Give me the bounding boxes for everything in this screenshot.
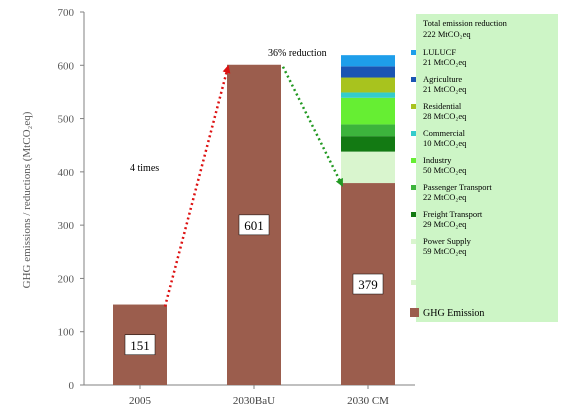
legend-label-residential: Residential [423,101,462,111]
legend-swatch-lulucf [411,50,416,55]
stack-segment-freight-transport [341,136,395,152]
legend-swatch-ghg-emission [410,308,419,317]
legend-label-industry: Industry [423,155,452,165]
annotation-reduction: 36% reduction [268,48,327,59]
legend-label-power-supply: Power Supply [423,236,472,246]
legend-label-freight-transport: Freight Transport [423,209,483,219]
stack-segment-commercial [341,92,395,98]
legend-swatch-freight-transport [411,212,416,217]
x-category-label: 2030 CM [347,395,389,407]
stack-segment-residential [341,77,395,93]
stack-segment-passenger-transport [341,124,395,137]
legend-label-agriculture: Agriculture [423,74,462,84]
y-tick-label: 100 [58,327,75,339]
legend-value: 21 MtCO₂eq [423,84,467,94]
stack-segment-power-supply [341,151,395,184]
y-tick-label: 500 [58,114,75,126]
data-label-box [124,334,156,356]
x-category-label: 2030BaU [233,395,275,407]
increase-arrow [163,64,231,307]
y-axis-label: GHG emissions / reductions (MtCO₂eq) [21,111,33,288]
legend-value: 50 MtCO₂eq [423,165,467,175]
y-tick-label: 400 [58,167,75,179]
stack-segment-industry [341,97,395,125]
legend-swatch-industry [411,158,416,163]
legend-panel [416,14,558,322]
legend-value: 29 MtCO₂eq [423,219,467,229]
legend-value: 21 MtCO₂eq [423,57,467,67]
legend-swatch-extra [411,280,416,285]
legend-swatch-power-supply [411,239,416,244]
data-label-value: 151 [130,338,150,353]
annotation-four-times: 4 times [130,163,159,174]
data-label-box [352,273,384,295]
legend-swatch-agriculture [411,77,416,82]
data-label-value: 601 [244,218,264,233]
legend-label-ghg-emission: GHG Emission [423,308,484,319]
data-label-value: 379 [358,277,378,292]
y-tick-label: 200 [58,273,75,285]
legend-title: Total emission reduction [423,18,508,28]
legend-value: 10 MtCO₂eq [423,138,467,148]
legend-swatch-residential [411,104,416,109]
y-tick-label: 600 [58,60,75,72]
legend-value: 59 MtCO₂eq [423,246,467,256]
stack-segment-agriculture [341,66,395,78]
legend-swatch-commercial [411,131,416,136]
legend-value: 22 MtCO₂eq [423,192,467,202]
legend-label-lulucf: LULUCF [423,47,456,57]
data-label-box [238,214,270,236]
legend-label-passenger-transport: Passenger Transport [423,182,492,192]
x-category-label: 2005 [129,395,152,407]
y-tick-label: 700 [58,7,75,19]
y-tick-label: 0 [69,380,75,392]
legend-swatch-passenger-transport [411,185,416,190]
legend-value: 28 MtCO₂eq [423,111,467,121]
legend-total: 222 MtCO₂eq [423,29,471,39]
legend-label-commercial: Commercial [423,128,466,138]
reduction-arrow [281,66,344,187]
stack-segment-lulucf [341,55,395,67]
y-tick-label: 300 [58,220,75,232]
